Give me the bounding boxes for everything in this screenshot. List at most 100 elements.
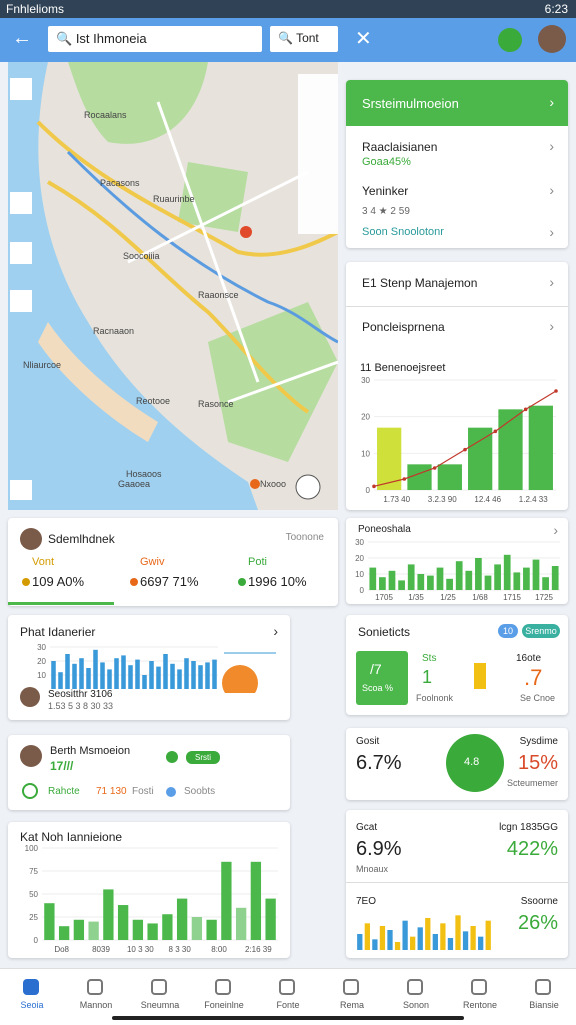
bar — [455, 561, 463, 590]
card-link[interactable]: Toonone — [285, 532, 324, 543]
nav-icon — [407, 979, 423, 995]
nav-item[interactable]: Seoia — [0, 969, 64, 1025]
tag[interactable]: 10 — [498, 624, 518, 638]
tag[interactable]: Srenmo — [522, 624, 560, 638]
x-tick-label: 1725 — [535, 593, 553, 602]
row-label: Yeninker — [362, 184, 409, 198]
tag[interactable]: Srsti — [186, 751, 220, 764]
park — [68, 62, 208, 144]
nav-item[interactable]: Rema — [320, 969, 384, 1025]
bar — [79, 658, 84, 689]
bar — [93, 649, 98, 689]
row-item: Fosti — [132, 786, 154, 797]
bar — [387, 930, 393, 950]
bar — [528, 405, 553, 490]
bar — [132, 919, 144, 940]
chevron[interactable]: › — [549, 94, 554, 110]
app-bar: ← 🔍 Ist Ihmoneia 🔍 Tont ✕ — [0, 18, 576, 62]
bar — [235, 907, 247, 940]
y-tick-label: 30 — [37, 643, 46, 652]
bars-card: Phat Idanerier › 10 20 30 Seositthr 3106 1… — [8, 615, 290, 720]
nav-label: Seoia — [20, 1000, 44, 1010]
bar — [470, 926, 476, 950]
nav-item[interactable]: Mannon — [64, 969, 128, 1025]
x-tick-label: Do8 — [54, 945, 69, 954]
circle-label: 4.8 — [464, 756, 480, 768]
stat-label: Gosit — [356, 736, 380, 747]
chevron[interactable]: › — [549, 138, 554, 154]
row-sub: 3 4 ★ 2 59 — [362, 206, 410, 217]
x-tick-label: 10 3 30 — [127, 945, 154, 954]
nav-icon — [215, 979, 231, 995]
bar — [398, 580, 405, 590]
chevron[interactable]: › — [553, 522, 558, 538]
nav-item[interactable]: Rentone — [448, 969, 512, 1025]
map-toolbar[interactable] — [298, 74, 338, 234]
bar — [198, 665, 203, 689]
map-tool[interactable] — [10, 480, 32, 500]
search-box[interactable]: 🔍 Ist Ihmoneia — [48, 26, 262, 52]
nav-item[interactable]: Foneinlne — [192, 969, 256, 1025]
y-tick-label: 25 — [29, 913, 38, 922]
back-button[interactable]: ← — [12, 27, 32, 49]
y-tick-label: 100 — [25, 844, 39, 853]
nav-label: Biansie — [529, 1000, 559, 1010]
stat-label: Gwiv — [140, 556, 165, 568]
avatar — [20, 745, 42, 767]
status-icon[interactable] — [498, 28, 522, 52]
trend-point — [402, 477, 407, 481]
map-label: Raaonsce — [198, 290, 239, 300]
card-title: E1 Stenp Manajemon — [362, 276, 478, 290]
search-button[interactable]: 🔍 Tont — [270, 26, 338, 52]
zoom-out[interactable] — [10, 290, 32, 312]
avatar[interactable] — [538, 25, 566, 53]
card-link[interactable]: Soon Snoolotonr — [362, 226, 444, 238]
card-sub: 1.53 5 3 8 30 33 — [48, 701, 114, 711]
icon — [22, 783, 38, 799]
nav-item[interactable]: Sneumna — [128, 969, 192, 1025]
zoom-in[interactable] — [10, 78, 32, 100]
bar — [121, 655, 126, 689]
bar — [44, 903, 55, 940]
compass[interactable] — [295, 474, 321, 500]
nav-item[interactable]: Sonon — [384, 969, 448, 1025]
bar — [117, 905, 129, 940]
trend-point — [523, 407, 528, 412]
road — [36, 120, 338, 257]
bar — [484, 575, 492, 590]
map-label: Ruaurinbe — [153, 194, 195, 204]
map-label: Rasonce — [198, 399, 234, 409]
stat-sub: Scteumemer — [506, 778, 558, 788]
bar — [542, 577, 549, 590]
bar — [447, 938, 454, 950]
divider — [346, 882, 568, 883]
nav-item[interactable]: Fonte — [256, 969, 320, 1025]
map-tool[interactable] — [10, 242, 32, 264]
bar — [184, 658, 189, 689]
search-query: Ist Ihmoneia — [75, 31, 147, 46]
y-tick-label: 0 — [366, 486, 371, 495]
bar — [485, 920, 491, 950]
map-pin[interactable] — [240, 226, 252, 238]
bar — [205, 662, 210, 689]
bar — [73, 919, 85, 940]
map-pin[interactable] — [250, 479, 260, 489]
chevron[interactable]: › — [549, 274, 554, 290]
map-tool[interactable] — [10, 192, 32, 214]
chevron[interactable]: › — [549, 318, 554, 334]
bar — [177, 669, 182, 689]
map-label: Gaaoea — [118, 479, 150, 489]
y-tick-label: 10 — [361, 449, 370, 458]
road — [47, 180, 310, 414]
nav-item[interactable]: Biansie — [512, 969, 576, 1025]
chevron[interactable]: › — [549, 182, 554, 198]
chevron[interactable]: › — [273, 623, 278, 639]
stat-dot — [22, 578, 30, 586]
close-button[interactable]: ✕ — [355, 28, 372, 50]
card-sub: Seositthr 3106 — [48, 689, 113, 700]
chevron[interactable]: › — [549, 224, 554, 240]
bar — [475, 558, 482, 590]
side-card-header: Srsteimulmoeion › — [346, 80, 568, 126]
x-tick-label: 8:00 — [211, 945, 227, 954]
x-tick-label: 1.2.4 33 — [519, 495, 548, 504]
